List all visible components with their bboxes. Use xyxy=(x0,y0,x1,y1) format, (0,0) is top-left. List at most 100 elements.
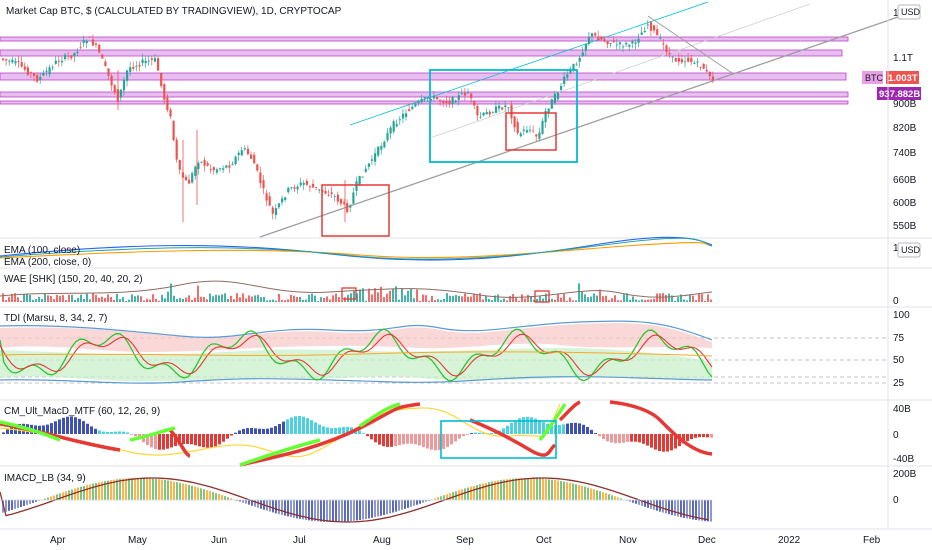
wae-bar xyxy=(641,299,643,302)
price-axis[interactable]: 1.2T 1.1T 1T 900B 820B 740B 660B 600B 55… xyxy=(893,8,917,232)
macd-histogram-bar xyxy=(38,425,41,434)
macd-mtf-pane[interactable] xyxy=(0,400,713,467)
wae-bar xyxy=(233,299,235,302)
wae-bar xyxy=(329,299,331,302)
macd-histogram-bar xyxy=(218,434,221,445)
macd-histogram-bar xyxy=(578,423,581,434)
wae-bar xyxy=(599,289,601,302)
wae-bar xyxy=(710,299,712,302)
price-candle xyxy=(364,165,367,173)
macd-histogram-bar xyxy=(318,424,321,434)
macd-histogram-bar xyxy=(646,434,649,446)
price-candle xyxy=(374,147,377,166)
wae-bar xyxy=(125,300,127,302)
imacd-bar xyxy=(80,486,82,500)
imacd-bar xyxy=(191,485,193,500)
wae-bar xyxy=(95,294,97,302)
macd-histogram-bar xyxy=(254,428,257,434)
macd-histogram-bar xyxy=(286,419,289,434)
trend-line xyxy=(429,3,811,139)
price-candle xyxy=(315,187,318,191)
macd-histogram-bar xyxy=(630,434,633,442)
imacd-bar xyxy=(203,489,205,500)
macd-histogram-bar xyxy=(398,434,401,446)
unit-badge[interactable]: USD xyxy=(897,4,921,20)
price-candle xyxy=(693,60,696,65)
tdi-label: TDI (Marsu, 8, 34, 2, 7) xyxy=(4,313,107,324)
wae-bar xyxy=(569,297,571,302)
macd-histogram-bar xyxy=(618,434,621,444)
wae-bar xyxy=(386,293,388,302)
svg-text:BTC: BTC xyxy=(865,73,884,83)
wae-bar xyxy=(209,293,211,302)
wae-bar xyxy=(587,297,589,302)
imacd-bar xyxy=(266,500,268,511)
time-axis[interactable]: Apr May Jun Jul Aug Sep Oct Nov Dec 2022… xyxy=(50,535,881,546)
imacd-bar xyxy=(158,479,160,500)
price-candles[interactable] xyxy=(2,19,715,222)
trend-lines[interactable] xyxy=(259,1,899,238)
macd-histogram-bar xyxy=(54,421,57,434)
tdi-pane[interactable] xyxy=(0,320,888,384)
macd-histogram-bar xyxy=(478,432,481,434)
price-candle xyxy=(386,128,389,143)
wae-label: WAE [SHK] (150, 20, 40, 20, 2) xyxy=(4,274,143,285)
price-candle xyxy=(8,59,11,66)
wae-bar xyxy=(35,299,37,302)
imacd-bar xyxy=(530,478,532,500)
wae-pane[interactable] xyxy=(0,280,713,303)
wae-bar xyxy=(674,300,676,302)
wae-bar xyxy=(521,294,523,302)
wae-bar xyxy=(539,296,541,302)
imacd-bar xyxy=(419,500,421,504)
ema-unit-badge[interactable]: USD xyxy=(897,242,921,258)
imacd-bar xyxy=(524,478,526,500)
imacd-bar xyxy=(581,485,583,500)
imacd-bar xyxy=(128,478,130,500)
price-candle xyxy=(42,70,45,77)
imacd-bar xyxy=(680,500,682,518)
horizontal-level-bands[interactable] xyxy=(0,36,849,105)
macd-histogram-bar xyxy=(614,434,617,444)
imacd-bar xyxy=(356,500,358,521)
imacd-bar xyxy=(245,500,247,504)
imacd-bar xyxy=(77,487,79,500)
wae-bar xyxy=(551,298,553,302)
macd-histogram-bar xyxy=(534,418,537,434)
wae-bar xyxy=(449,295,451,302)
imacd-bar xyxy=(197,487,199,500)
wae-bar xyxy=(77,297,79,302)
time-tick: Sep xyxy=(456,535,474,546)
imacd-bar xyxy=(659,500,661,512)
wae-bar xyxy=(572,300,574,302)
imacd-bar xyxy=(359,500,361,520)
imacd-bar xyxy=(686,500,688,519)
price-candle xyxy=(141,53,144,67)
macd-histogram-bar xyxy=(206,434,209,448)
macd-histogram-bar xyxy=(342,427,345,434)
wae-bar xyxy=(152,294,154,302)
imacd-bar xyxy=(539,478,541,500)
macd-histogram-bar xyxy=(150,434,153,448)
wae-bar xyxy=(5,300,7,302)
macd-histogram-bar xyxy=(274,426,277,434)
wae-bar xyxy=(590,296,592,302)
imacd-bar xyxy=(314,500,316,522)
imacd-bar xyxy=(89,484,91,500)
macd-histogram-bar xyxy=(306,418,309,434)
annotation-boxes[interactable] xyxy=(321,69,578,237)
wae-bar xyxy=(506,300,508,302)
macd-histogram-bar xyxy=(458,434,461,439)
ema-pane[interactable] xyxy=(0,236,713,261)
imacd-bar xyxy=(476,485,478,500)
price-candle xyxy=(98,43,101,54)
macd-histogram-bar xyxy=(538,420,541,434)
price-candle xyxy=(361,176,364,178)
imacd-bar xyxy=(599,491,601,500)
imacd-bar xyxy=(518,478,520,500)
macd-histogram-bar xyxy=(298,416,301,434)
macd-mtf-axis-tick: -40B xyxy=(893,454,914,465)
wae-bar xyxy=(353,291,355,302)
imacd-lb-pane[interactable] xyxy=(0,477,712,523)
